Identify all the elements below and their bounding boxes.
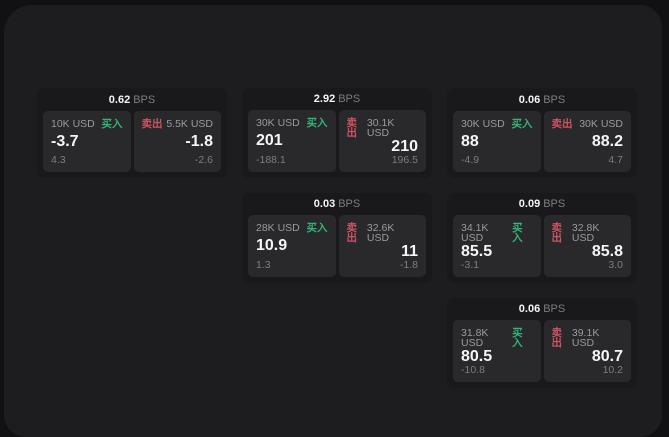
card-bps-header: 2.92 BPS [242, 88, 432, 109]
tiles-row: 30K USD 买入 201 -188.1 卖出 30.1K USD 210 1… [242, 109, 432, 179]
quote-card: 0.06 BPS 31.8K USD 买入 80.5 -10.8 卖出 39.1… [447, 298, 637, 388]
buy-price: 88 [461, 133, 479, 150]
quote-card: 0.09 BPS 34.1K USD 买入 85.5 -3.1 卖出 32.8K… [447, 193, 637, 283]
buy-delta: -4.9 [461, 153, 480, 166]
buy-tile[interactable]: 10K USD 买入 -3.7 4.3 [43, 111, 131, 172]
sell-tile[interactable]: 卖出 30K USD 88.2 4.7 [543, 111, 631, 172]
bps-unit: BPS [543, 302, 566, 315]
buy-tile[interactable]: 34.1K USD 买入 85.5 -3.1 [453, 214, 541, 277]
sell-notional: 30.1K USD [366, 116, 395, 139]
buy-delta: -3.1 [461, 258, 480, 271]
tiles-row: 34.1K USD 买入 85.5 -3.1 卖出 32.8K USD 85.8… [447, 214, 637, 284]
tiles-row: 30K USD 买入 88 -4.9 卖出 30K USD 88.2 4.7 [447, 110, 637, 178]
sell-side-label: 卖出 [346, 221, 358, 244]
buy-price: 85.5 [461, 242, 493, 260]
card-bps-header: 0.09 BPS [447, 193, 637, 214]
card-bps-header: 0.06 BPS [447, 298, 637, 319]
sell-tile[interactable]: 卖出 39.1K USD 80.7 10.2 [543, 319, 631, 382]
buy-tile[interactable]: 31.8K USD 买入 80.5 -10.8 [453, 319, 541, 382]
buy-delta: 4.3 [51, 153, 66, 166]
bps-value: 2.92 [313, 92, 336, 105]
buy-price: 80.5 [461, 347, 493, 365]
card-bps-header: 0.06 BPS [447, 88, 637, 110]
sell-price: 85.8 [591, 242, 623, 260]
sell-delta: 4.7 [608, 153, 623, 166]
card-bps-header: 0.62 BPS [37, 88, 227, 110]
sell-price: 88.2 [591, 133, 623, 150]
buy-side-label: 买入 [512, 221, 523, 244]
buy-tile[interactable]: 28K USD 买入 10.9 1.3 [248, 214, 336, 277]
buy-notional: 10K USD [51, 118, 95, 130]
sell-notional: 32.8K USD [571, 221, 600, 244]
bps-value: 0.03 [313, 197, 336, 210]
buy-delta: -188.1 [256, 153, 286, 166]
sell-price: 80.7 [591, 347, 623, 365]
buy-delta: 1.3 [256, 258, 271, 271]
sell-tile[interactable]: 卖出 32.8K USD 85.8 3.0 [543, 214, 631, 277]
quote-card: 0.62 BPS 10K USD 买入 -3.7 4.3 卖出 5.5K USD [37, 88, 227, 178]
sell-price: 11 [401, 242, 418, 260]
bps-unit: BPS [338, 92, 361, 105]
sell-side-label: 卖出 [346, 116, 358, 139]
quote-card: 0.06 BPS 30K USD 买入 88 -4.9 卖出 30K USD [447, 88, 637, 178]
buy-price: -3.7 [51, 133, 79, 150]
app-panel: 0.62 BPS 10K USD 买入 -3.7 4.3 卖出 5.5K USD [4, 5, 662, 437]
bps-unit: BPS [338, 197, 361, 210]
buy-notional: 34.1K USD [461, 221, 489, 244]
buy-price: 10.9 [256, 237, 288, 255]
sell-delta: 3.0 [608, 258, 623, 271]
quotes-grid: 0.62 BPS 10K USD 买入 -3.7 4.3 卖出 5.5K USD [37, 88, 637, 388]
bps-value: 0.06 [518, 93, 541, 106]
sell-notional: 5.5K USD [166, 118, 213, 130]
bps-unit: BPS [543, 197, 566, 210]
quote-card: 0.03 BPS 28K USD 买入 10.9 1.3 卖出 32.6K US… [242, 193, 432, 283]
tiles-row: 10K USD 买入 -3.7 4.3 卖出 5.5K USD -1.8 -2.… [37, 110, 227, 178]
sell-notional: 39.1K USD [571, 326, 600, 349]
sell-price: -1.8 [185, 133, 213, 150]
sell-delta: -1.8 [399, 258, 418, 271]
bps-value: 0.09 [518, 197, 541, 210]
quote-card: 2.92 BPS 30K USD 买入 201 -188.1 卖出 30.1K … [242, 88, 432, 178]
sell-side-label: 卖出 [551, 118, 573, 130]
sell-delta: 10.2 [602, 363, 623, 376]
tiles-row: 31.8K USD 买入 80.5 -10.8 卖出 39.1K USD 80.… [447, 319, 637, 389]
sell-side-label: 卖出 [551, 326, 563, 349]
sell-tile[interactable]: 卖出 5.5K USD -1.8 -2.6 [133, 111, 221, 172]
buy-side-label: 买入 [101, 118, 123, 130]
bps-unit: BPS [543, 93, 566, 106]
buy-side-label: 买入 [306, 116, 328, 129]
sell-price: 210 [391, 137, 418, 155]
sell-notional: 32.6K USD [366, 221, 395, 244]
buy-notional: 31.8K USD [461, 326, 489, 349]
sell-notional: 30K USD [579, 118, 623, 130]
sell-delta: 196.5 [391, 153, 418, 166]
sell-delta: -2.6 [194, 153, 213, 166]
sell-side-label: 卖出 [141, 118, 163, 130]
bps-value: 0.62 [108, 93, 131, 106]
buy-notional: 30K USD [256, 116, 300, 129]
card-bps-header: 0.03 BPS [242, 193, 432, 214]
bps-value: 0.06 [518, 302, 541, 315]
buy-notional: 30K USD [461, 118, 505, 130]
buy-notional: 28K USD [256, 221, 300, 234]
tiles-row: 28K USD 买入 10.9 1.3 卖出 32.6K USD 11 -1.8 [242, 214, 432, 284]
buy-side-label: 买入 [306, 221, 328, 234]
buy-price: 201 [256, 132, 283, 150]
buy-delta: -10.8 [461, 363, 485, 376]
sell-side-label: 卖出 [551, 221, 563, 244]
sell-tile[interactable]: 卖出 30.1K USD 210 196.5 [338, 109, 426, 172]
buy-tile[interactable]: 30K USD 买入 201 -188.1 [248, 109, 336, 172]
bps-unit: BPS [133, 93, 156, 106]
buy-side-label: 买入 [512, 326, 523, 349]
buy-side-label: 买入 [511, 118, 533, 130]
buy-tile[interactable]: 30K USD 买入 88 -4.9 [453, 111, 541, 172]
sell-tile[interactable]: 卖出 32.6K USD 11 -1.8 [338, 214, 426, 277]
